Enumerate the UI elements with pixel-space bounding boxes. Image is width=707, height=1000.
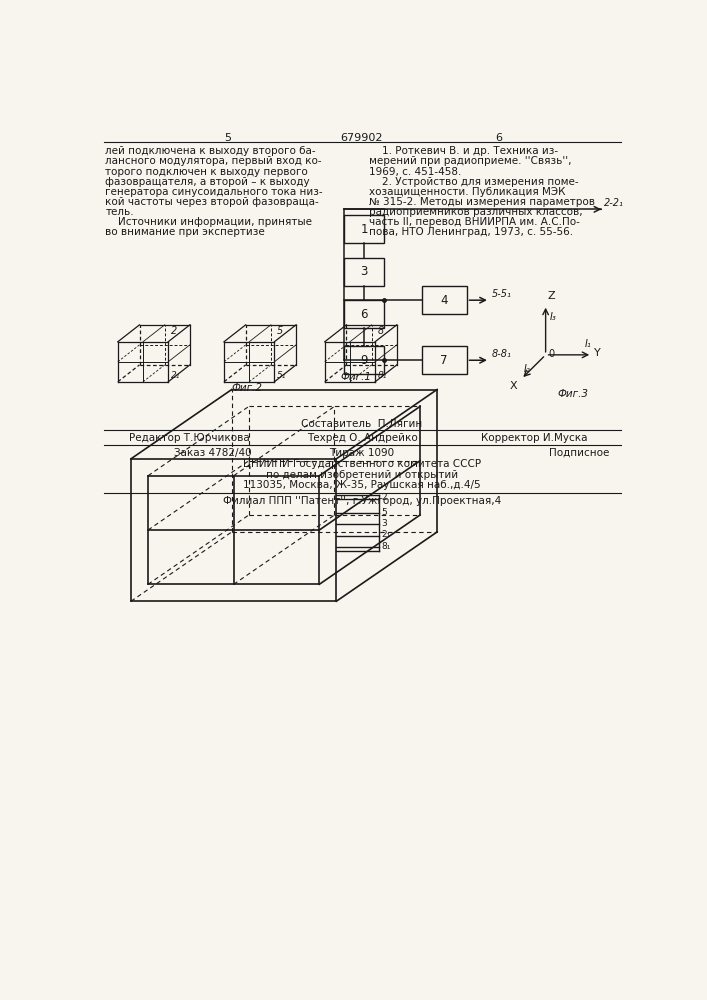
Text: X: X — [510, 381, 518, 391]
Text: 1: 1 — [361, 223, 368, 236]
Bar — [344, 215, 385, 243]
Bar — [344, 258, 385, 286]
Text: 5-5₁: 5-5₁ — [492, 289, 512, 299]
Text: часть II, перевод ВНИИРПА им. А.С.По-: часть II, перевод ВНИИРПА им. А.С.По- — [369, 217, 580, 227]
Text: 5₁: 5₁ — [276, 371, 286, 380]
Text: Фиг.3: Фиг.3 — [557, 389, 588, 399]
Text: 3: 3 — [361, 265, 368, 278]
Text: тель.: тель. — [105, 207, 134, 217]
Text: 8-8₁: 8-8₁ — [492, 349, 512, 359]
Text: 5: 5 — [381, 508, 387, 517]
Text: Y: Y — [595, 348, 601, 358]
Text: 4: 4 — [440, 294, 448, 307]
Text: Корректор И.Муска: Корректор И.Муска — [481, 433, 588, 443]
Text: во внимание при экспертизе: во внимание при экспертизе — [105, 227, 265, 237]
Text: пова, НТО Ленинград, 1973, с. 55-56.: пова, НТО Ленинград, 1973, с. 55-56. — [369, 227, 573, 237]
Text: Фиг.1: Фиг.1 — [340, 372, 371, 382]
Text: Источники информации, принятые: Источники информации, принятые — [105, 217, 312, 227]
Text: 6: 6 — [361, 308, 368, 321]
Text: 5: 5 — [276, 326, 283, 336]
Text: 5: 5 — [224, 133, 231, 143]
Text: 9: 9 — [361, 354, 368, 367]
Text: 1969, с. 451-458.: 1969, с. 451-458. — [369, 167, 461, 177]
Text: I₂: I₂ — [524, 364, 531, 374]
Text: Техред О. Андрейко: Техред О. Андрейко — [307, 433, 417, 443]
Text: № 315-2. Методы измерения параметров: № 315-2. Методы измерения параметров — [369, 197, 595, 207]
Text: 0: 0 — [548, 349, 554, 359]
Text: 3: 3 — [381, 519, 387, 528]
Text: 8₁: 8₁ — [381, 542, 391, 551]
Text: Подписное: Подписное — [549, 448, 610, 458]
Bar — [421, 286, 467, 314]
Text: Составитель  П.Лягин: Составитель П.Лягин — [301, 419, 423, 429]
Text: кой частоты через второй фазовраща-: кой частоты через второй фазовраща- — [105, 197, 319, 207]
Bar — [421, 346, 467, 374]
Text: Z: Z — [547, 291, 555, 301]
Text: 2-2₁: 2-2₁ — [604, 198, 624, 208]
Text: Филиал ППП ''Патент'', г.Ужгород, ул.Проектная,4: Филиал ППП ''Патент'', г.Ужгород, ул.Про… — [223, 496, 501, 506]
Text: 2: 2 — [381, 493, 387, 502]
Text: 679902: 679902 — [341, 133, 383, 143]
Text: 8: 8 — [378, 326, 384, 336]
Text: Заказ 4782/40: Заказ 4782/40 — [174, 448, 251, 458]
Text: 8₁: 8₁ — [378, 371, 387, 380]
Text: 1. Роткевич В. и др. Техника из-: 1. Роткевич В. и др. Техника из- — [369, 146, 558, 156]
Text: по делам изобретений и открытий: по делам изобретений и открытий — [266, 470, 458, 480]
Bar — [344, 300, 385, 328]
Text: радиоприемников различных классов,: радиоприемников различных классов, — [369, 207, 583, 217]
Text: ЦНИИПИ Государственного комитета СССР: ЦНИИПИ Государственного комитета СССР — [243, 459, 481, 469]
Text: 2. Устройство для измерения поме-: 2. Устройство для измерения поме- — [369, 177, 578, 187]
Text: 113035, Москва, Ж-35, Раушская наб.,д.4/5: 113035, Москва, Ж-35, Раушская наб.,д.4/… — [243, 480, 481, 490]
Text: 2: 2 — [170, 326, 177, 336]
Text: лей подключена к выходу второго ба-: лей подключена к выходу второго ба- — [105, 146, 316, 156]
Text: 7: 7 — [440, 354, 448, 367]
Text: генератора синусоидального тока низ-: генератора синусоидального тока низ- — [105, 187, 323, 197]
Text: хозащищенности. Публикация МЭК: хозащищенности. Публикация МЭК — [369, 187, 566, 197]
Text: I₁: I₁ — [585, 339, 591, 349]
Text: I₃: I₃ — [549, 312, 556, 322]
Text: лансного модулятора, первый вход ко-: лансного модулятора, первый вход ко- — [105, 156, 322, 166]
Text: Фиг.2: Фиг.2 — [231, 383, 262, 393]
Text: 6: 6 — [496, 133, 503, 143]
Bar — [344, 346, 385, 374]
Text: 2₁: 2₁ — [381, 530, 390, 539]
Text: мерений при радиоприеме. ''Связь'',: мерений при радиоприеме. ''Связь'', — [369, 156, 571, 166]
Text: 2₁: 2₁ — [170, 371, 180, 380]
Text: Редактор Т.Юрчикова: Редактор Т.Юрчикова — [129, 433, 250, 443]
Text: фазовращателя, а второй – к выходу: фазовращателя, а второй – к выходу — [105, 177, 310, 187]
Text: Тираж 1090: Тираж 1090 — [329, 448, 395, 458]
Text: торого подключен к выходу первого: торого подключен к выходу первого — [105, 167, 308, 177]
